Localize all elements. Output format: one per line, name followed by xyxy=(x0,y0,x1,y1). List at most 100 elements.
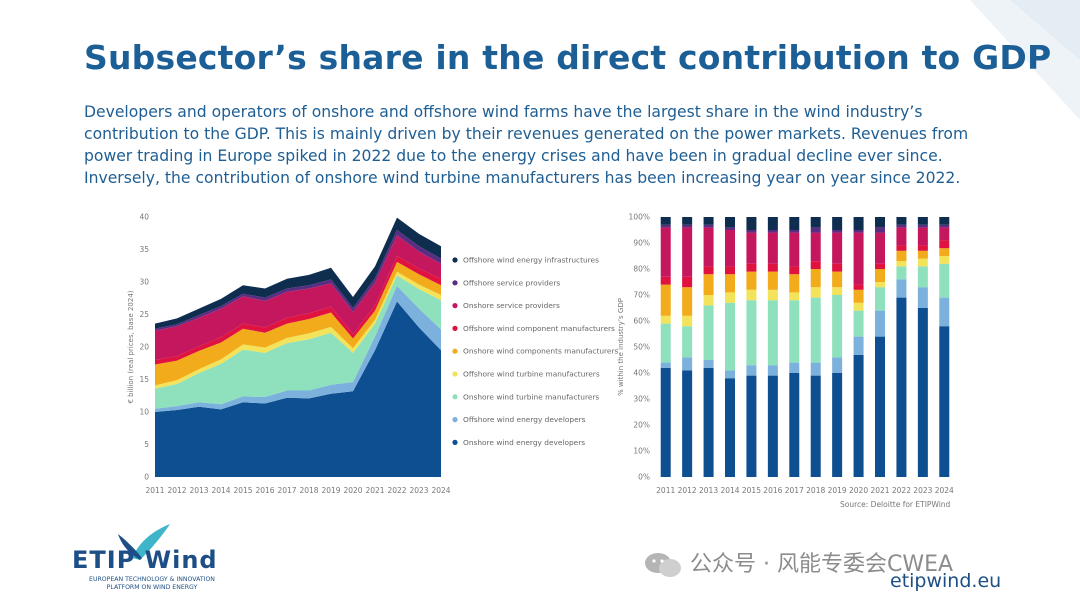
bar-segment xyxy=(875,227,885,233)
bar-segment xyxy=(789,300,800,363)
bar-segment xyxy=(660,362,671,368)
bar-segment xyxy=(917,266,928,288)
legend-marker xyxy=(452,439,458,445)
legend-marker xyxy=(452,325,458,331)
x-tick-label: 2014 xyxy=(211,486,230,495)
y-tick-label: 40 xyxy=(139,213,149,222)
x-tick-label: 2017 xyxy=(277,486,296,495)
bar-segment xyxy=(725,266,735,275)
bar-segment xyxy=(939,297,950,327)
bar-segment xyxy=(789,292,800,301)
bar-segment xyxy=(896,245,907,251)
slide-paragraph: Developers and operators of onshore and … xyxy=(84,101,1004,189)
bar-segment xyxy=(746,300,757,366)
x-tick-label: 2015 xyxy=(742,486,761,495)
bar-segment xyxy=(875,282,885,288)
bar-segment xyxy=(703,217,714,225)
y-tick-label: 30 xyxy=(139,278,149,287)
bar-segment xyxy=(875,336,885,477)
bar-segment xyxy=(746,232,757,264)
bar-segment xyxy=(703,360,714,368)
y-tick-label: 100% xyxy=(629,213,650,222)
bar-segment xyxy=(703,266,714,275)
legend-marker xyxy=(452,394,458,400)
x-tick-label: 2019 xyxy=(321,486,340,495)
area-series xyxy=(155,235,441,360)
x-tick-label: 2023 xyxy=(409,486,428,495)
bar-segment xyxy=(853,310,864,337)
x-tick-label: 2024 xyxy=(431,486,450,495)
bar-segment xyxy=(703,305,714,360)
bar-segment xyxy=(875,310,885,337)
y-tick-label: 10% xyxy=(633,447,650,456)
x-tick-label: 2018 xyxy=(806,486,825,495)
x-tick-label: 2018 xyxy=(299,486,318,495)
x-tick-label: 2016 xyxy=(763,486,782,495)
bar-segment xyxy=(832,295,843,358)
slide-title: Subsector’s share in the direct contribu… xyxy=(84,38,1052,77)
bar-segment xyxy=(917,250,928,259)
area-series xyxy=(155,217,441,329)
legend-label: Offshore wind component manufacturers xyxy=(463,324,615,333)
y-tick-label: 60% xyxy=(633,317,650,326)
x-tick-label: 2015 xyxy=(233,486,252,495)
bar-segment xyxy=(810,375,821,477)
y-tick-label: 0% xyxy=(638,473,650,482)
legend-marker xyxy=(452,348,458,354)
bar-segment xyxy=(853,284,864,290)
bar-segment xyxy=(725,292,735,303)
x-tick-label: 2013 xyxy=(189,486,208,495)
y-tick-label: 5 xyxy=(144,440,149,449)
bar-segment xyxy=(896,279,907,298)
y-tick-label: 70% xyxy=(633,291,650,300)
bar-segment xyxy=(917,245,928,251)
bar-segment xyxy=(746,263,757,272)
x-tick-label: 2012 xyxy=(167,486,186,495)
paragraph-line: contribution to the GDP. This is mainly … xyxy=(84,125,969,143)
x-tick-label: 2020 xyxy=(343,486,362,495)
y-tick-label: 20 xyxy=(139,343,149,352)
bar-segment xyxy=(939,326,950,477)
bar-segment xyxy=(875,269,885,282)
website-url: etipwind.eu xyxy=(890,570,1002,592)
legend-marker xyxy=(452,280,458,286)
legend-label: Offshore wind turbine manufacturers xyxy=(463,370,600,379)
x-tick-label: 2016 xyxy=(255,486,274,495)
bar-segment xyxy=(939,240,950,249)
bar-segment xyxy=(789,217,800,230)
bar-segment xyxy=(853,230,864,233)
bar-segment xyxy=(917,308,928,477)
bar-segment xyxy=(703,367,714,477)
bar-segment xyxy=(896,266,907,280)
legend-label: Offshore wind energy infrastructures xyxy=(463,256,599,265)
bar-segment xyxy=(832,373,843,477)
logo-tagline-line: EUROPEAN TECHNOLOGY & INNOVATION xyxy=(89,576,215,583)
corner-decoration xyxy=(970,0,1080,120)
x-tick-label: 2011 xyxy=(656,486,675,495)
bar-segment xyxy=(917,258,928,267)
bar-segment xyxy=(832,357,843,373)
x-tick-label: 2021 xyxy=(870,486,889,495)
bar-segment xyxy=(767,230,778,233)
bar-segment xyxy=(939,227,950,241)
bar-segment xyxy=(832,230,843,233)
bar-segment xyxy=(767,271,778,290)
legend-marker xyxy=(452,371,458,377)
bar-segment xyxy=(682,276,693,288)
logo-tagline: EUROPEAN TECHNOLOGY & INNOVATION PLATFOR… xyxy=(72,576,232,592)
y-axis-label: % within the industry’s GDP xyxy=(617,298,625,396)
bar-segment xyxy=(682,287,693,316)
bar-segment xyxy=(767,365,778,376)
bar-segment xyxy=(725,302,735,371)
bar-segment xyxy=(853,232,864,285)
bar-segment xyxy=(789,274,800,293)
bar-segment xyxy=(746,217,757,230)
bar-segment xyxy=(789,373,800,477)
y-tick-label: 35 xyxy=(139,245,149,254)
bar-segment xyxy=(746,230,757,233)
y-axis-label: € billion (real prices, base 2024) xyxy=(127,290,135,403)
bar-segment xyxy=(682,217,693,225)
x-tick-label: 2011 xyxy=(145,486,164,495)
y-tick-label: 20% xyxy=(633,421,650,430)
bar-segment xyxy=(789,266,800,275)
